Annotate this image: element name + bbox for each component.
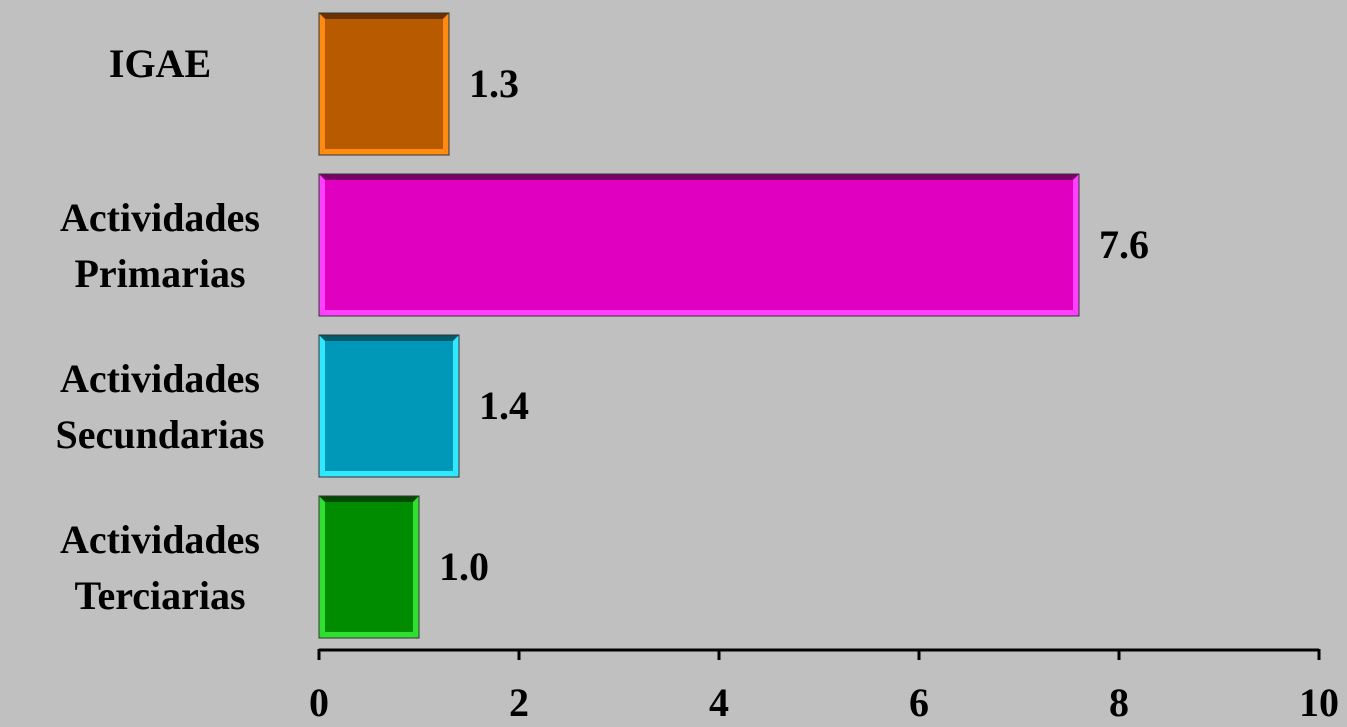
x-tick-label-2: 4 [709,680,729,722]
bar-2 [318,334,460,478]
bar-face [319,335,459,477]
value-labels-group: 1.3 7.6 1.4 1.0 [439,61,1149,589]
category-label-0: IGAE [109,41,211,86]
x-tick-label-3: 6 [909,680,929,722]
bar-face [319,13,449,155]
bar-bevel-right [443,13,449,155]
bar-bevel-bottom [319,471,459,477]
bar-bevel-bottom [319,149,449,155]
bar-bevel-right [413,496,419,638]
bar-bevel-left [319,335,325,477]
category-label-2: Actividades Secundarias [56,356,265,457]
category-labels-group: IGAE Actividades Primarias Actividades Secun… [56,41,265,618]
category-label-line: Secundarias [56,412,265,457]
x-tick-label-5: 10 [1299,680,1339,722]
bar-bevel-top [319,13,449,19]
bar-bevel-right [1073,174,1079,316]
bar-bevel-left [319,13,325,155]
x-tick-label-0: 0 [309,680,329,722]
bar-bevel-top [319,335,459,341]
value-label-2: 1.4 [479,383,529,428]
bar-bevel-bottom [319,632,419,638]
bar-outline [318,12,450,156]
x-tick-label-1: 2 [509,680,529,722]
bar-outline [318,495,420,639]
bar-face [319,174,1079,316]
value-label-3: 1.0 [439,544,489,589]
bar-bevel-top [319,496,419,502]
bar-outline [318,173,1080,317]
bar-1 [318,173,1080,317]
value-label-0: 1.3 [469,61,519,106]
category-label-line: Primarias [74,251,245,296]
bar-outline [318,334,460,478]
bar-bevel-left [319,496,325,638]
bars-group [318,12,1080,639]
category-label-line: Actividades [60,517,260,562]
bar-bevel-bottom [319,310,1079,316]
category-label-line: Actividades [60,356,260,401]
bar-3 [318,495,420,639]
category-label-1: Actividades Primarias [60,195,260,296]
value-label-1: 7.6 [1099,222,1149,267]
category-label-line: IGAE [109,41,211,86]
bar-0 [318,12,450,156]
bar-bevel-left [319,174,325,316]
x-axis: 0 2 4 6 8 10 [309,648,1339,725]
bar-bevel-top [319,174,1079,180]
x-tick-label-4: 8 [1109,680,1129,722]
bar-bevel-right [453,335,459,477]
category-label-line: Terciarias [74,573,245,618]
bar-face [319,496,419,638]
category-label-3: Actividades Terciarias [60,517,260,618]
category-label-line: Actividades [60,195,260,240]
